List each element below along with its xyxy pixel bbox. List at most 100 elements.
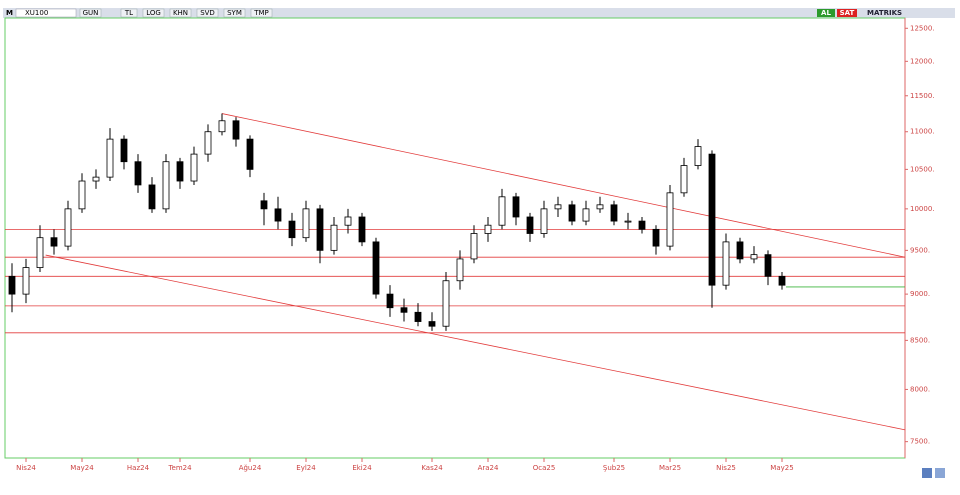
y-tick-label: 8000. [910,385,930,393]
symbol-box[interactable] [15,8,77,18]
candle-body [750,254,758,260]
toolbar-button-label[interactable]: SYM [227,9,242,17]
candle-body [36,237,44,268]
candle-body [596,204,604,210]
candle-body [148,184,156,210]
toolbar-button[interactable] [120,8,138,18]
symbol[interactable]: XU100 [25,9,48,17]
candle-body [64,208,72,247]
candle-body [218,120,226,133]
candle-body [204,131,212,155]
x-tick-label: Kas24 [421,464,443,472]
candle-body [442,280,450,327]
toolbar-button-label[interactable]: KHN [173,9,188,17]
toolbar-button[interactable] [142,8,165,18]
candle-body [92,176,100,182]
toolbar-button[interactable] [79,8,102,18]
trend-line [45,254,906,431]
candle-body [386,293,394,309]
candle-body [120,138,128,163]
candle-body [330,224,338,251]
x-tick-label: Haz24 [127,464,150,472]
toolbar-button-label[interactable]: TL [124,9,133,17]
candle-body [176,161,184,182]
candle-body [302,208,310,239]
brand: MATRIKS [867,9,902,17]
candle-body [554,204,562,210]
candle-body [610,204,618,222]
toolbar-button[interactable] [250,8,273,18]
candle-body [568,204,576,222]
candle-body [162,161,170,210]
candle-body [624,220,632,223]
x-tick-label: Şub25 [603,464,625,472]
toolbar-button[interactable] [223,8,246,18]
candle-body [400,307,408,313]
x-tick-label: Nis25 [716,464,736,472]
candle-body [232,120,240,140]
toolbar-button[interactable] [196,8,219,18]
candle-body [540,208,548,234]
candle-body [652,228,660,247]
candle-body [50,237,58,247]
trend-line [221,113,906,258]
menu-button[interactable]: M [6,9,13,17]
candle-body [274,208,282,222]
x-tick-label: May24 [70,464,94,472]
sell-button[interactable] [837,9,857,17]
buy-button[interactable] [817,9,835,17]
candle-body [428,321,436,327]
toolbar [3,8,955,18]
x-tick-label: Tem24 [167,464,192,472]
y-tick-label: 12000. [910,57,935,65]
y-tick-label: 11000. [910,128,935,136]
candle-body [526,216,534,234]
candle-body [582,208,590,222]
x-tick-label: Ara24 [478,464,499,472]
candle-body [708,153,716,286]
candle-body [106,138,114,178]
x-tick-label: May25 [770,464,793,472]
toolbar-button-label[interactable]: SVD [200,9,215,17]
y-tick-label: 9000. [910,290,930,298]
toolbar-button-label[interactable]: TMP [253,9,269,17]
candle-body [8,275,16,295]
candle-body [498,196,506,226]
tool-icon[interactable] [922,468,932,478]
candle-body [358,216,366,243]
candle-body [288,220,296,239]
x-tick-label: Eyl24 [296,464,316,472]
candle-body [22,267,30,295]
y-tick-label: 12500. [910,24,935,32]
toolbar-button[interactable] [169,8,192,18]
sell-label[interactable]: SAT [840,9,855,17]
candle-body [680,165,688,194]
candle-body [638,220,646,230]
x-tick-label: Mar25 [659,464,681,472]
candle-body [260,200,268,210]
candle-body [736,241,744,260]
x-tick-label: Eki24 [352,464,372,472]
candle-body [190,153,198,182]
candle-body [344,216,352,226]
tool-icon[interactable] [935,468,945,478]
candle-body [666,192,674,247]
candle-body [694,146,702,166]
y-tick-label: 10500. [910,165,935,173]
buy-label[interactable]: AL [821,9,831,17]
x-tick-label: Nis24 [16,464,36,472]
x-tick-label: Ağu24 [239,464,262,472]
y-tick-label: 9500. [910,246,930,254]
y-tick-label: 7500. [910,438,930,446]
toolbar-button-label[interactable]: GUN [83,9,99,17]
candle-body [134,161,142,186]
candle-body [456,258,464,282]
toolbar-button-label[interactable]: LOG [146,9,161,17]
candle-body [484,224,492,234]
candle-body [778,275,786,286]
y-tick-label: 11500. [910,92,935,100]
y-tick-label: 8500. [910,336,930,344]
